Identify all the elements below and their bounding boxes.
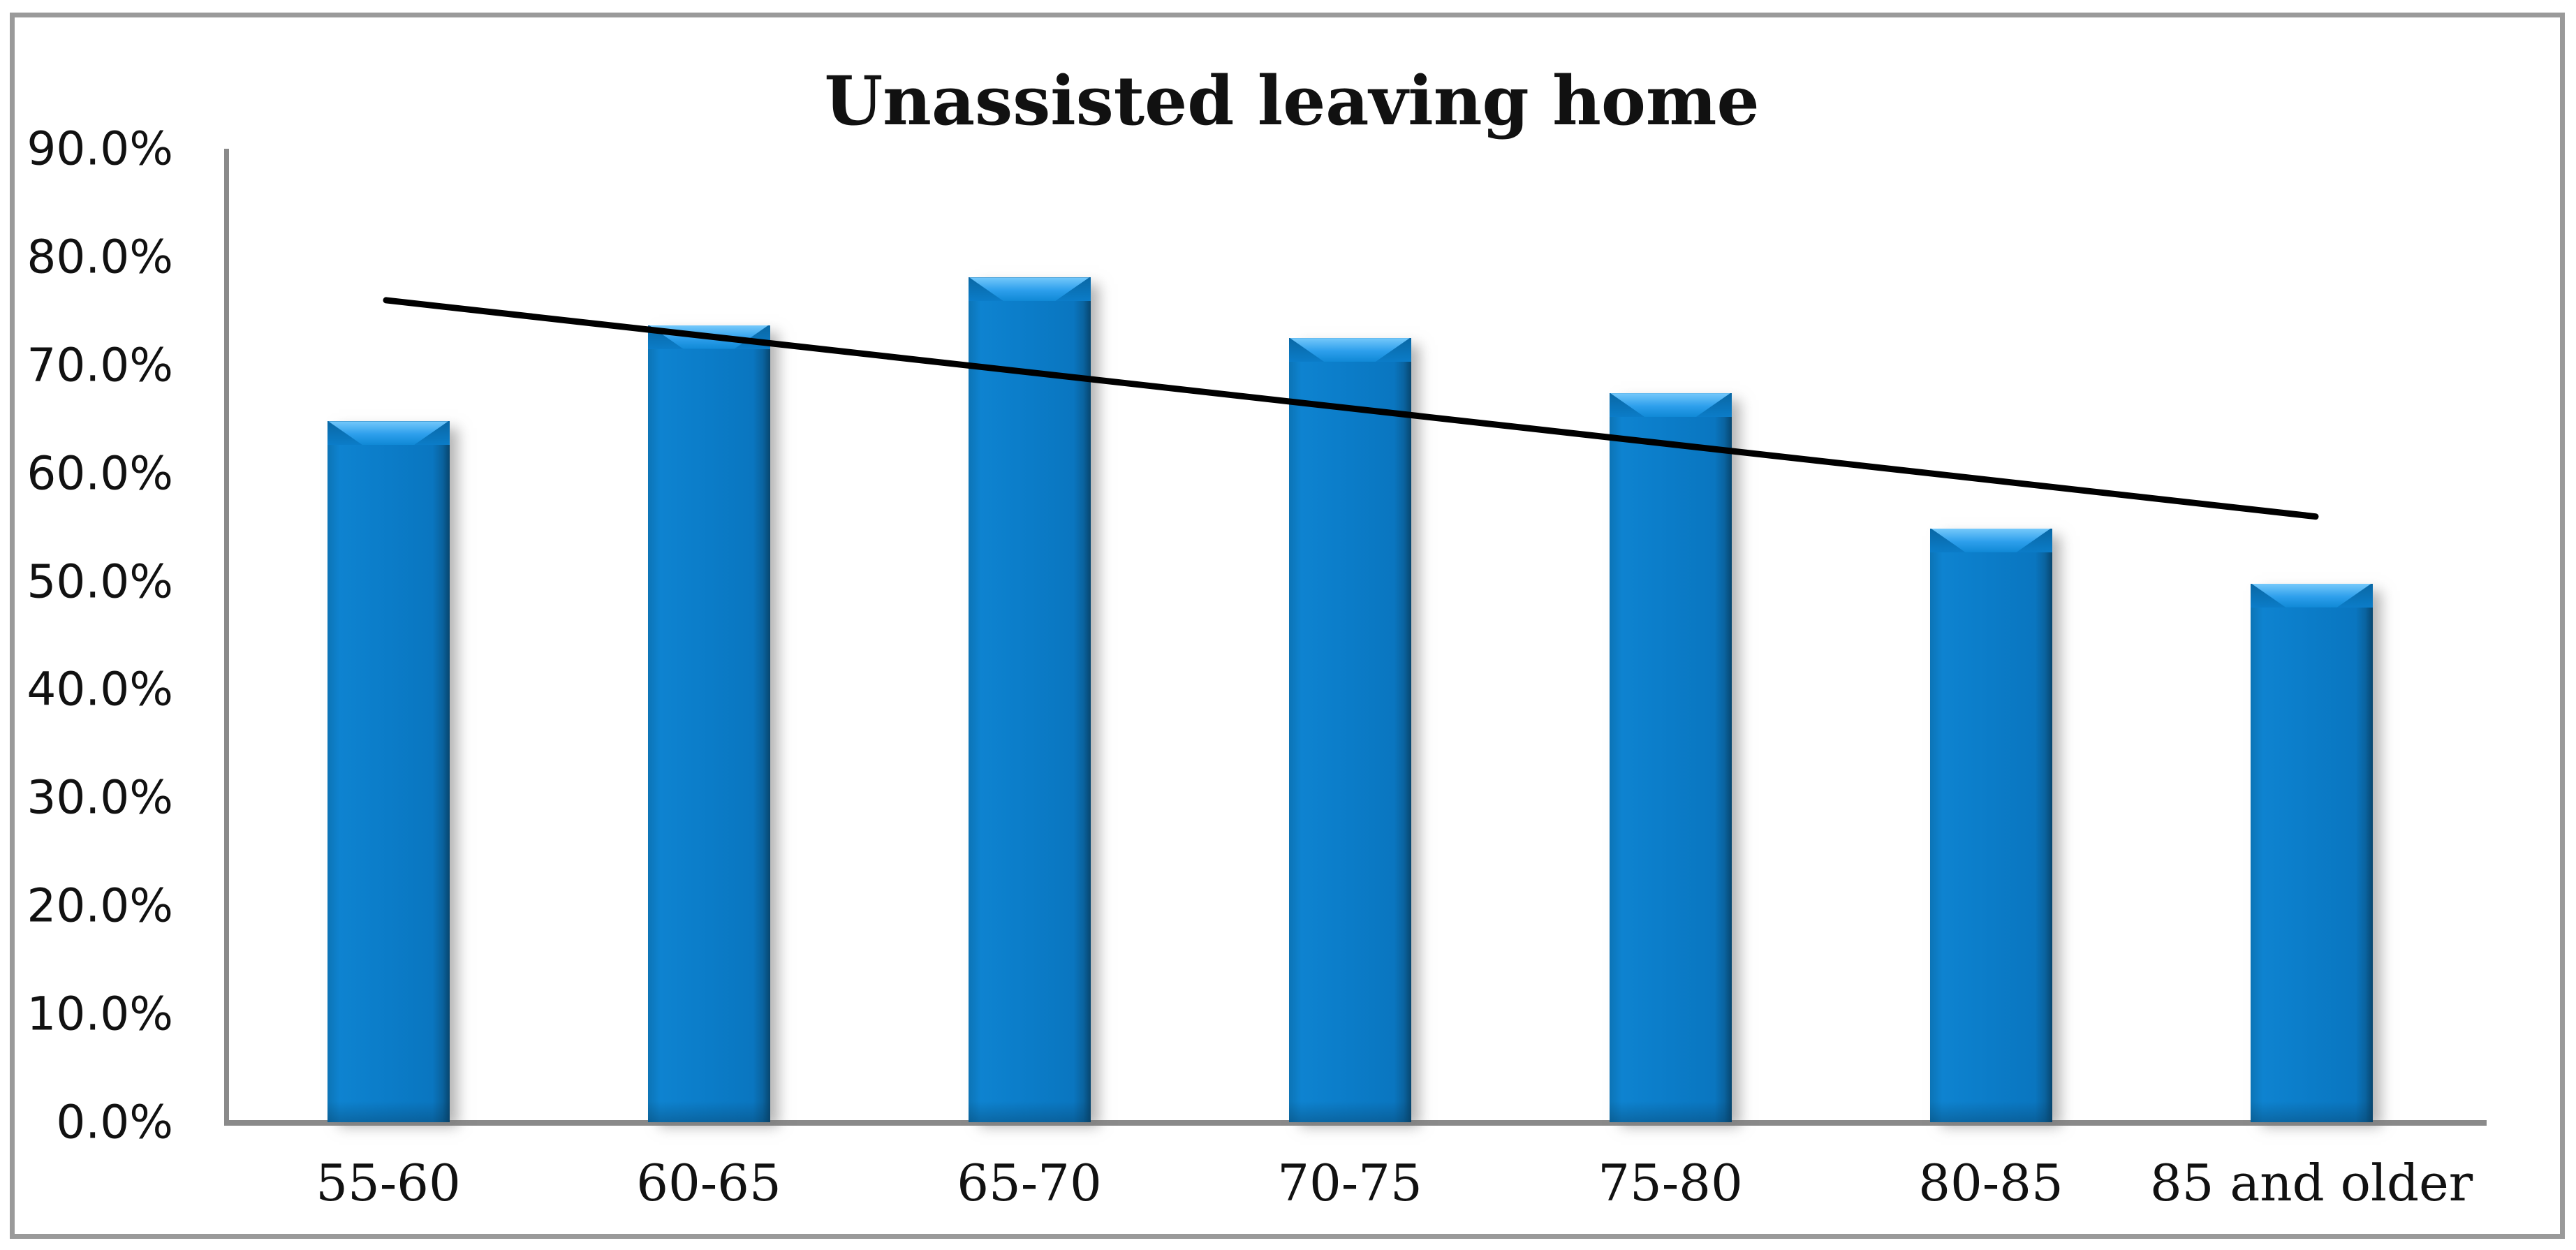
bar-base-shading <box>1609 1101 1732 1122</box>
y-tick-label: 0.0% <box>56 1095 173 1149</box>
bar-70-75 <box>1288 338 1411 1122</box>
y-axis-line <box>224 149 229 1125</box>
bar-80-85 <box>1929 528 2052 1122</box>
x-tick-label: 80-85 <box>1918 1154 2063 1212</box>
x-tick-label: 70-75 <box>1277 1154 1422 1212</box>
y-tick-label: 20.0% <box>27 878 173 933</box>
bar-base-shading <box>968 1101 1091 1122</box>
bar-base-shading <box>1288 1101 1411 1122</box>
bar-base-shading <box>2250 1101 2373 1122</box>
bar-base-shading <box>647 1101 770 1122</box>
y-tick-label: 70.0% <box>27 338 173 392</box>
bar-55-60 <box>327 421 450 1122</box>
x-tick-label: 65-70 <box>957 1154 1102 1212</box>
y-tick-label: 50.0% <box>27 554 173 609</box>
y-tick-label: 60.0% <box>27 446 173 501</box>
y-tick-label: 90.0% <box>27 122 173 176</box>
bar-85 and older <box>2250 583 2373 1122</box>
bar-base-shading <box>1929 1101 2052 1122</box>
x-tick-label: 85 and older <box>2149 1154 2473 1212</box>
x-tick-label: 75-80 <box>1598 1154 1743 1212</box>
y-tick-label: 10.0% <box>27 987 173 1041</box>
y-tick-label: 40.0% <box>27 662 173 716</box>
bar-base-shading <box>327 1101 450 1122</box>
chart-title: Unassisted leaving home <box>824 61 1760 140</box>
x-axis-line <box>224 1120 2487 1126</box>
x-tick-label: 60-65 <box>636 1154 781 1212</box>
y-tick-label: 30.0% <box>27 770 173 825</box>
y-tick-label: 80.0% <box>27 230 173 284</box>
bar-75-80 <box>1609 393 1732 1122</box>
bar-60-65 <box>647 325 770 1122</box>
x-tick-label: 55-60 <box>316 1154 461 1212</box>
bar-65-70 <box>968 277 1091 1122</box>
